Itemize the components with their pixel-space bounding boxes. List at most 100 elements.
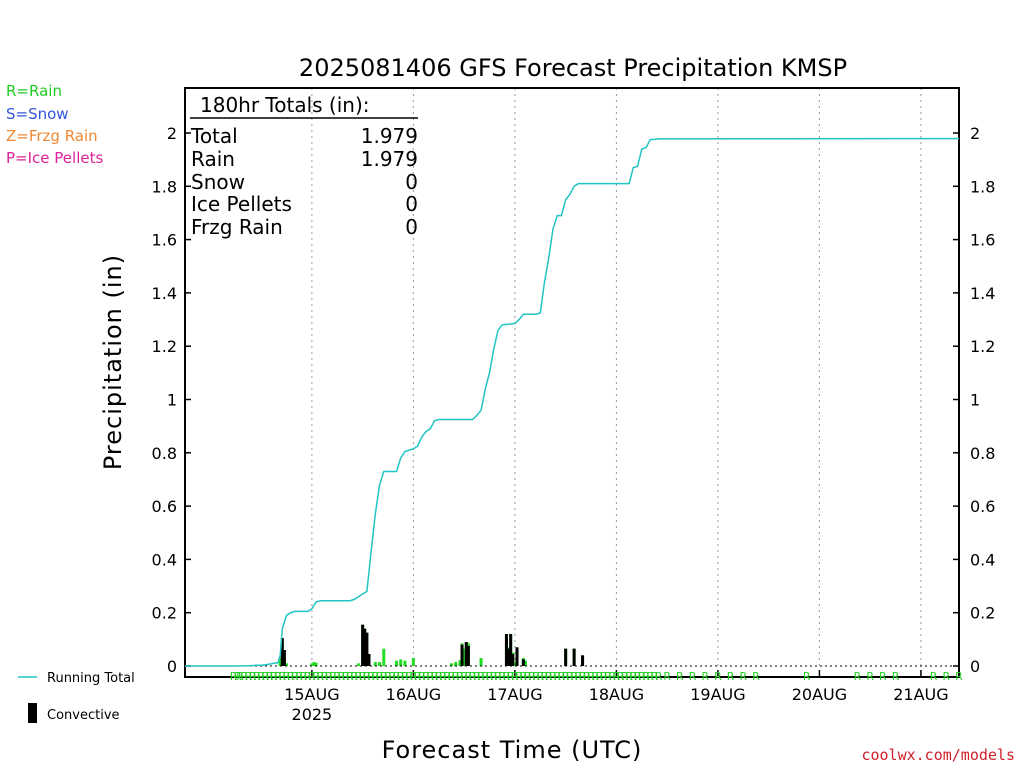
ptype-marker-92: R xyxy=(617,670,625,683)
ptype-marker-28: R xyxy=(346,670,354,683)
y-tick-label-left-8: 1.6 xyxy=(152,231,177,250)
ptype-marker-72: R xyxy=(532,670,540,683)
ptype-marker-14: R xyxy=(287,670,295,683)
bar-total-34 xyxy=(523,660,527,666)
ptype-marker-64: R xyxy=(498,670,506,683)
ptype-marker-97: R xyxy=(638,670,646,683)
y-tick-label-left-1: 0.2 xyxy=(152,604,177,623)
ptype-marker-102: R xyxy=(663,670,671,683)
ptype-marker-49: R xyxy=(435,670,443,683)
ptype-marker-74: R xyxy=(541,670,549,683)
x-tick-label-1: 16AUG xyxy=(386,685,441,704)
y-tick-label-left-2: 0.4 xyxy=(152,550,177,569)
totals-value-total: 1.979 xyxy=(361,124,418,148)
ptype-marker-70: R xyxy=(524,670,532,683)
running-total-line xyxy=(185,137,960,667)
ptype-marker-55: R xyxy=(460,670,468,683)
y-tick-label-right-1: 0.2 xyxy=(970,604,995,623)
ptype-marker-111: R xyxy=(854,670,862,683)
ptype-marker-59: R xyxy=(477,670,485,683)
y-tick-label-left-3: 0.6 xyxy=(152,497,177,516)
legend-snow: S=Snow xyxy=(6,105,69,123)
ptype-marker-44: R xyxy=(414,670,422,683)
ptype-marker-88: R xyxy=(600,670,608,683)
ptype-marker-116: R xyxy=(942,670,950,683)
ptype-marker-50: R xyxy=(439,670,447,683)
ptype-marker-108: R xyxy=(739,670,747,683)
ptype-marker-29: R xyxy=(350,670,358,683)
bar-total-12 xyxy=(373,662,377,666)
ptype-marker-91: R xyxy=(613,670,621,683)
x-tick-sublabel-0: 2025 xyxy=(292,705,333,724)
ptype-marker-56: R xyxy=(465,670,473,683)
bar-total-18 xyxy=(411,658,415,666)
ptype-marker-34: R xyxy=(371,670,379,683)
ptype-marker-48: R xyxy=(431,670,439,683)
y-tick-label-right-10: 2 xyxy=(970,124,980,143)
totals-value-snow: 0 xyxy=(405,170,418,194)
y-axis: 0 00.2 0.20.4 0.40.6 0.60.8 0.81 11.2 1.21.4 1.4… xyxy=(152,124,996,676)
y-tick-label-right-6: 1.2 xyxy=(970,337,995,356)
ptype-marker-68: R xyxy=(515,670,523,683)
totals-label-frzg-rain: Frzg Rain xyxy=(191,215,283,239)
ptype-marker-66: R xyxy=(507,670,515,683)
bar-total-21 xyxy=(458,660,462,666)
bar-total-14 xyxy=(382,648,386,666)
bar-convective-17 xyxy=(581,655,585,666)
bar-convective-13 xyxy=(515,647,519,666)
ptype-marker-51: R xyxy=(443,670,451,683)
ptype-marker-87: R xyxy=(596,670,604,683)
ptype-marker-94: R xyxy=(625,670,633,683)
y-tick-label-left-4: 0.8 xyxy=(152,444,177,463)
ptype-marker-39: R xyxy=(393,670,401,683)
bar-total-0 xyxy=(278,658,282,666)
ptype-marker-17: R xyxy=(300,670,308,683)
bar-convective-12 xyxy=(511,654,515,666)
chart-title: 2025081406 GFS Forecast Precipitation KM… xyxy=(299,54,847,82)
totals-label-ice-pellets: Ice Pellets xyxy=(191,192,292,216)
ptype-marker-7: R xyxy=(257,670,265,683)
x-tick-label-6: 21AUG xyxy=(893,685,948,704)
bar-convective-15 xyxy=(564,648,568,666)
ptype-marker-19: R xyxy=(308,670,316,683)
totals-label-snow: Snow xyxy=(191,170,245,194)
bar-convective-9 xyxy=(504,634,508,666)
ptype-marker-18: R xyxy=(304,670,312,683)
y-tick-label-left-0: 0 xyxy=(167,657,177,676)
ptype-marker-76: R xyxy=(549,670,557,683)
bar-total-6 xyxy=(314,662,318,666)
x-tick-label-2: 17AUG xyxy=(487,685,542,704)
ptype-marker-9: R xyxy=(266,670,274,683)
ptype-marker-73: R xyxy=(536,670,544,683)
ptype-marker-63: R xyxy=(494,670,502,683)
bar-total-19 xyxy=(449,663,453,666)
grid-lines xyxy=(311,88,922,677)
ptype-legend: R=Rain S=Snow Z=Frzg Rain P=Ice Pellets xyxy=(6,82,103,167)
ptype-marker-1: R xyxy=(234,670,242,683)
bar-convective-5 xyxy=(367,654,371,666)
ptype-marker-11: R xyxy=(274,670,282,683)
ptype-marker-35: R xyxy=(376,670,384,683)
bar-convective-14 xyxy=(521,659,525,666)
convective-bars xyxy=(280,624,585,666)
ptype-marker-13: R xyxy=(283,670,291,683)
y-tick-label-right-2: 0.4 xyxy=(970,550,995,569)
y-tick-label-right-3: 0.6 xyxy=(970,497,995,516)
bottom-legend: Running Total Convective xyxy=(18,671,135,723)
bar-total-16 xyxy=(399,659,403,666)
ptype-marker-114: R xyxy=(892,670,900,683)
bar-convective-4 xyxy=(365,632,369,666)
bar-total-20 xyxy=(454,662,458,666)
y-tick-label-right-5: 1 xyxy=(970,391,980,410)
bar-total-4 xyxy=(310,663,314,666)
ptype-marker-117: R xyxy=(955,670,963,683)
ptype-marker-16: R xyxy=(295,670,303,683)
legend-running-total-label: Running Total xyxy=(47,671,135,686)
y-tick-label-right-0: 0 xyxy=(970,657,980,676)
ptype-marker-71: R xyxy=(528,670,536,683)
ptype-marker-113: R xyxy=(879,670,887,683)
y-tick-label-left-9: 1.8 xyxy=(152,177,177,196)
ptype-marker-2: R xyxy=(236,670,244,683)
y-axis-label: Precipitation (in) xyxy=(99,254,127,470)
bar-convective-3 xyxy=(363,628,367,666)
